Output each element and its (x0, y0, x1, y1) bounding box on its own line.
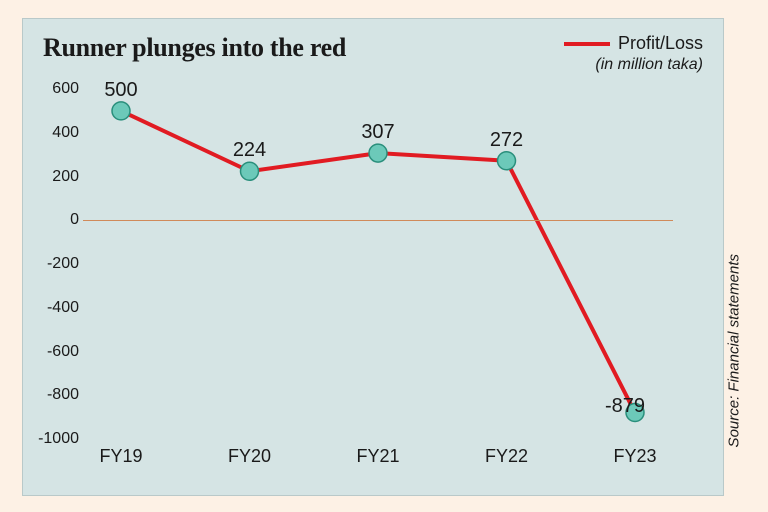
plot-area: 6004002000-200-400-600-800-1000FY19FY20F… (83, 89, 673, 439)
source-text: Source: Financial statements (725, 254, 742, 447)
x-tick-label: FY22 (485, 446, 528, 467)
x-tick-label: FY21 (356, 446, 399, 467)
y-tick-label: -600 (35, 343, 79, 361)
y-tick-label: -400 (35, 299, 79, 317)
data-label: 307 (361, 121, 394, 144)
data-label: -879 (605, 395, 645, 418)
x-tick-label: FY19 (99, 446, 142, 467)
legend-line-swatch (564, 42, 610, 46)
chart-legend: Profit/Loss (in million taka) (564, 33, 703, 74)
data-marker (241, 162, 259, 180)
zero-line (83, 220, 673, 221)
y-tick-label: -1000 (35, 430, 79, 448)
y-tick-label: 200 (35, 168, 79, 186)
data-label: 500 (104, 79, 137, 102)
y-tick-label: 600 (35, 80, 79, 98)
data-label: 272 (490, 129, 523, 152)
chart-panel: Runner plunges into the red Profit/Loss … (22, 18, 724, 496)
legend-label: Profit/Loss (618, 33, 703, 54)
y-tick-label: 400 (35, 124, 79, 142)
legend-unit: (in million taka) (564, 56, 703, 74)
y-tick-label: -200 (35, 255, 79, 273)
legend-row: Profit/Loss (564, 33, 703, 54)
data-marker (498, 152, 516, 170)
chart-title: Runner plunges into the red (43, 33, 346, 63)
y-tick-label: 0 (35, 211, 79, 229)
x-tick-label: FY23 (613, 446, 656, 467)
x-tick-label: FY20 (228, 446, 271, 467)
data-marker (112, 102, 130, 120)
data-label: 224 (233, 139, 266, 162)
y-tick-label: -800 (35, 386, 79, 404)
data-marker (369, 144, 387, 162)
chart-outer: Runner plunges into the red Profit/Loss … (0, 0, 768, 512)
